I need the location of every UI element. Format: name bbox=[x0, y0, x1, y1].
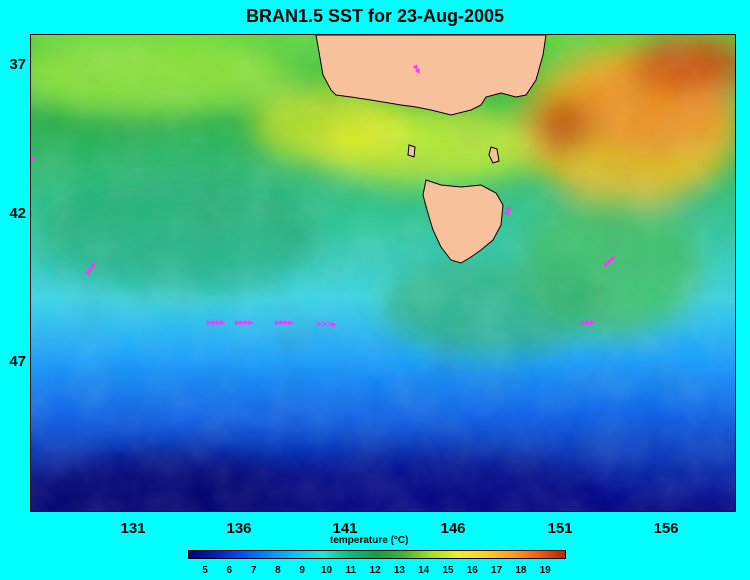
colorbar-tick-label: 8 bbox=[275, 565, 281, 576]
lat-tick-label: 42 bbox=[9, 205, 26, 222]
colorbar-tick-label: 18 bbox=[515, 565, 527, 576]
colorbar bbox=[188, 550, 566, 559]
colorbar-title: temperature (°C) bbox=[330, 535, 409, 546]
float-marker: ▸▸▸▸ bbox=[234, 317, 254, 327]
eddy-texture bbox=[31, 35, 735, 511]
sst-map: ▸ ▸▸▸ ▸▸▸▸ ▸▸▸▸ ▸▸▸▸ >>>▸ ▸▸▸ ▸▸▸ ▸▸ ▸▸ bbox=[30, 34, 736, 512]
float-marker: ▸▸ bbox=[501, 203, 514, 216]
mainland-australia bbox=[315, 35, 547, 116]
colorbar-tick-label: 14 bbox=[418, 565, 430, 576]
lat-tick-label: 47 bbox=[9, 353, 26, 370]
flinders-island bbox=[488, 146, 500, 164]
lon-tick-label: 146 bbox=[440, 520, 466, 537]
lon-tick-label: 156 bbox=[653, 520, 679, 537]
map-title: BRAN1.5 SST for 23-Aug-2005 bbox=[245, 6, 505, 26]
float-marker: ▸▸▸▸ bbox=[274, 317, 294, 327]
colorbar-tick-label: 6 bbox=[226, 565, 233, 576]
colorbar-tick-label: 12 bbox=[369, 565, 381, 576]
colorbar-tick-label: 16 bbox=[466, 565, 478, 576]
king-island bbox=[407, 144, 416, 158]
colorbar-tick-label: 17 bbox=[491, 565, 503, 576]
float-marker: ▸▸▸ bbox=[580, 317, 595, 327]
colorbar-tick-label: 10 bbox=[320, 565, 333, 576]
float-marker: ▸▸▸▸ bbox=[206, 317, 226, 327]
lon-tick-label: 131 bbox=[120, 520, 146, 537]
sst-field: ▸ ▸▸▸ ▸▸▸▸ ▸▸▸▸ ▸▸▸▸ >>>▸ ▸▸▸ ▸▸▸ ▸▸ ▸▸ bbox=[31, 35, 735, 511]
colorbar-tick-label: 13 bbox=[393, 565, 405, 576]
float-marker: >>>▸ bbox=[316, 319, 337, 329]
colorbar-tick-label: 15 bbox=[442, 565, 454, 576]
colorbar-tick-label: 5 bbox=[202, 565, 208, 576]
argo-float-markers: ▸ ▸▸▸ ▸▸▸▸ ▸▸▸▸ ▸▸▸▸ >>>▸ ▸▸▸ ▸▸▸ ▸▸ ▸▸ bbox=[31, 62, 618, 329]
lon-tick-label: 151 bbox=[547, 520, 573, 537]
colorbar-tick-label: 9 bbox=[299, 565, 305, 576]
colorbar-tick-label: 11 bbox=[345, 565, 357, 576]
tasmania bbox=[422, 179, 504, 264]
colorbar-tick-label: 7 bbox=[250, 565, 257, 576]
lon-tick-label: 136 bbox=[226, 520, 252, 537]
colorbar-tick-label: 19 bbox=[539, 565, 551, 576]
float-marker: ▸ bbox=[31, 153, 36, 163]
lat-tick-label: 37 bbox=[9, 56, 26, 73]
lon-tick-label: 141 bbox=[332, 520, 358, 537]
